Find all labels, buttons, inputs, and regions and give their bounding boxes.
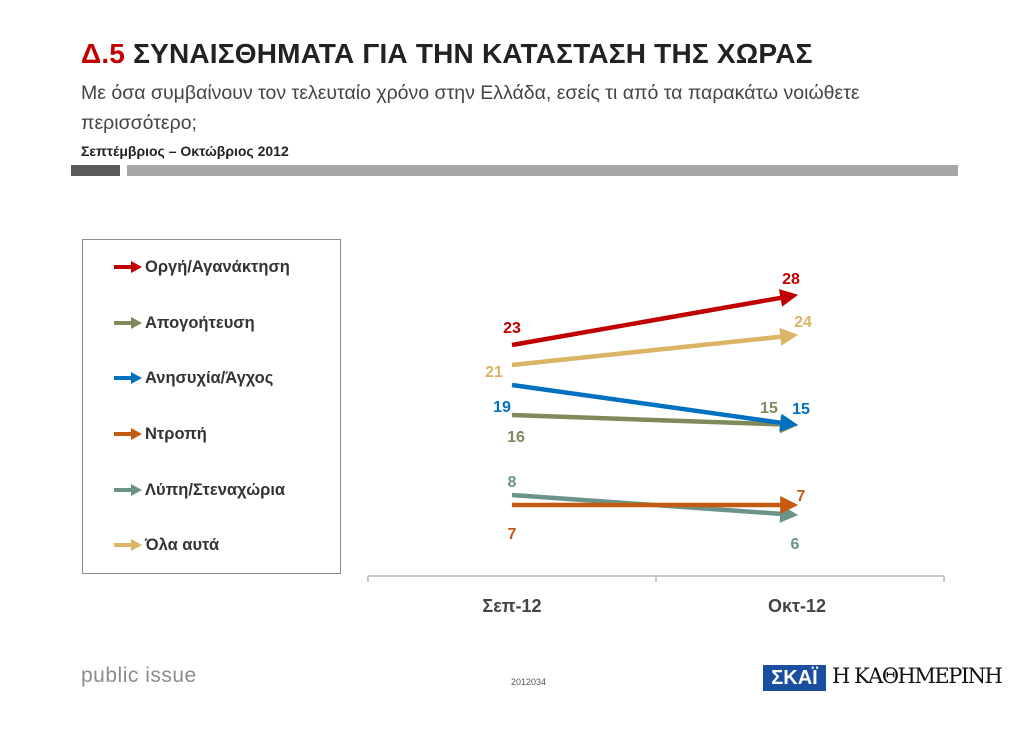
legend-item: Ανησυχία/Άγχος: [113, 368, 273, 388]
data-label: 15: [792, 401, 810, 418]
public-issue-logo: public issue: [81, 664, 197, 687]
series-line-5: [511, 327, 799, 368]
legend-label: Ντροπή: [145, 424, 207, 443]
title-number: Δ.5: [81, 38, 126, 69]
legend-item: Λύπη/Στεναχώρια: [113, 480, 285, 500]
title-text: ΣΥΝΑΙΣΘΗΜΑΤΑ ΓΙΑ ΤΗΝ ΚΑΤΑΣΤΑΣΗ ΤΗΣ ΧΩΡΑΣ: [133, 38, 813, 69]
data-label: 24: [794, 314, 812, 331]
data-label: 15: [760, 400, 778, 417]
legend-arrow-icon: [114, 261, 142, 273]
legend-label: Απογοήτευση: [145, 313, 255, 332]
survey-period: Σεπτέμβριος – Οκτώβριος 2012: [81, 143, 289, 159]
legend-label: Οργή/Αγανάκτηση: [145, 257, 290, 276]
legend-label: Λύπη/Στεναχώρια: [145, 480, 286, 499]
data-label: 28: [782, 271, 800, 288]
legend-item: Ντροπή: [113, 424, 207, 444]
x-tick-label: Σεπ-12: [482, 596, 541, 616]
series-line-2: [511, 382, 799, 432]
legend-arrow-icon: [114, 372, 142, 384]
data-label: 7: [797, 488, 806, 505]
x-tick-label: Οκτ-12: [768, 596, 826, 616]
legend-arrow-icon: [114, 428, 142, 440]
series-line-0: [511, 289, 799, 348]
header-divider-light: [127, 165, 958, 176]
header-divider-dark: [71, 165, 120, 176]
data-label: 7: [508, 526, 517, 543]
legend-label: Όλα αυτά: [145, 535, 220, 554]
legend-arrow-icon: [114, 317, 142, 329]
legend-item: Όλα αυτά: [113, 535, 219, 555]
data-label: 8: [508, 474, 517, 491]
data-label: 6: [791, 536, 800, 553]
data-label: 19: [493, 399, 511, 416]
legend-arrow-icon: [114, 539, 142, 551]
legend-item: Απογοήτευση: [113, 313, 255, 333]
series-line-1: [511, 412, 799, 434]
page-title: Δ.5 ΣΥΝΑΙΣΘΗΜΑΤΑ ΓΙΑ ΤΗΝ ΚΑΤΑΣΤΑΣΗ ΤΗΣ Χ…: [81, 38, 813, 70]
chart-legend: Οργή/Αγανάκτηση Απογοήτευση Ανησυχία/Άγχος…: [82, 239, 341, 574]
report-code: 2012034: [511, 677, 547, 687]
legend-item: Οργή/Αγανάκτηση: [113, 257, 290, 277]
data-label: 23: [503, 320, 521, 337]
page-subtitle: Με όσα συμβαίνουν τον τελευταίο χρόνο στ…: [81, 82, 860, 134]
skai-logo: ΣΚΑΪ: [763, 665, 826, 691]
data-label: 16: [507, 429, 525, 446]
legend-arrow-icon: [114, 484, 142, 496]
kathimerini-logo: Η ΚΑΘΗΜΕΡΙΝΗ: [832, 664, 1003, 688]
legend-label: Ανησυχία/Άγχος: [145, 368, 274, 387]
data-label: 21: [485, 364, 503, 381]
